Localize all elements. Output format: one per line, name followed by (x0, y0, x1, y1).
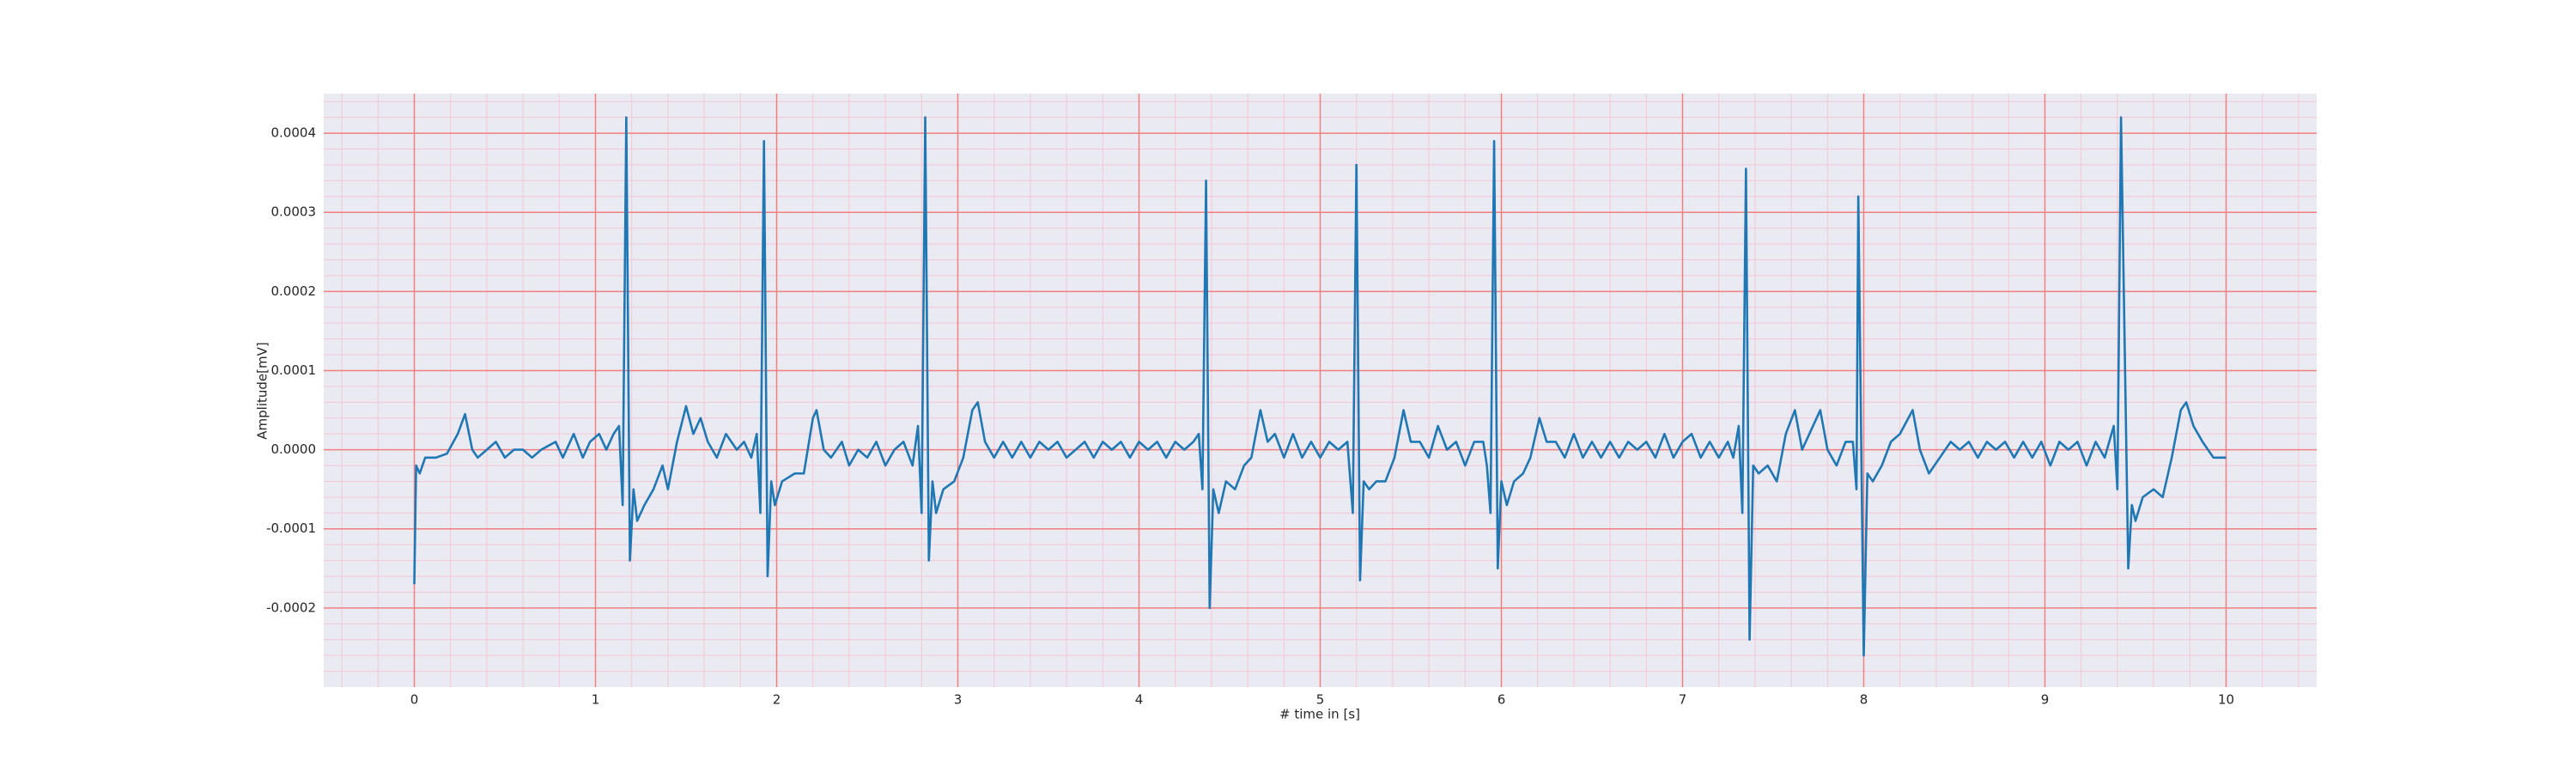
ecg-line (413, 116, 2227, 657)
x-tick-label: 3 (954, 692, 963, 708)
labels: 0 1 2 3 4 5 6 7 8 9 10 -0.0002 -0.0001 0.0000 0.0001 0.… (266, 125, 2234, 708)
y-tick-label: -0.0001 (266, 520, 316, 536)
x-axis-label: # time in [s] (1279, 707, 1360, 722)
y-axis-label: Amplitude[mV] (255, 342, 270, 439)
y-tick-label: 0.0004 (271, 125, 317, 141)
x-tick-label: 7 (1679, 692, 1687, 708)
marks (413, 116, 2227, 657)
y-tick-label: 0.0001 (271, 362, 317, 378)
x-tick-label: 0 (410, 692, 419, 708)
x-tick-label: 6 (1498, 692, 1506, 708)
x-tick-label: 1 (592, 692, 600, 708)
x-tick-label: 8 (1860, 692, 1868, 708)
x-tick-label: 10 (2218, 692, 2234, 708)
y-tick-label: 0.0003 (271, 204, 317, 220)
y-tick-label: -0.0002 (266, 600, 316, 615)
x-tick-label: 9 (2041, 692, 2050, 708)
x-tick-label: 4 (1135, 692, 1144, 708)
y-tick-label: 0.0002 (271, 283, 317, 299)
grid (324, 94, 2317, 687)
x-tick-label: 5 (1316, 692, 1325, 708)
y-tick-label: 0.0000 (271, 441, 317, 457)
x-tick-label: 2 (773, 692, 781, 708)
